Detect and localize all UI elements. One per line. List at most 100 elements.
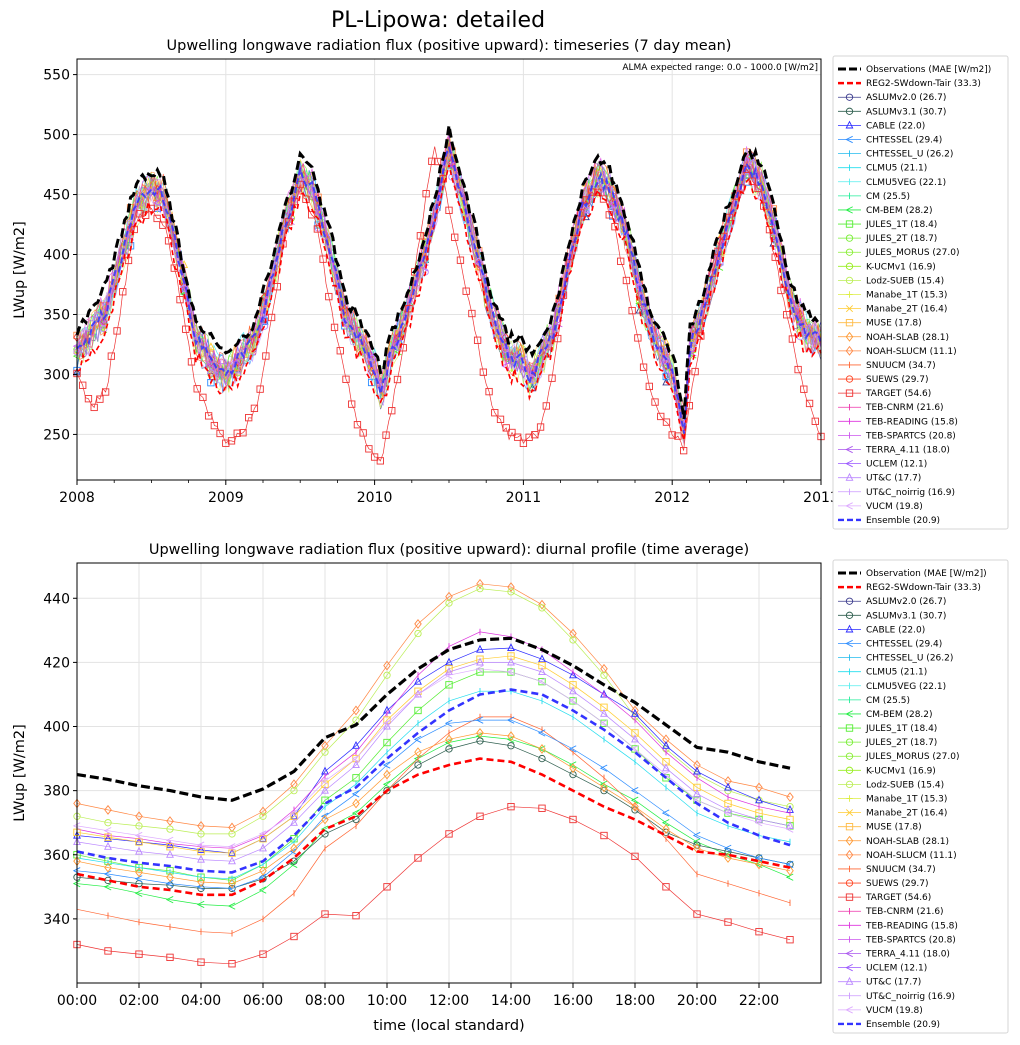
legend-entry: JULES_1T (18.4): [865, 724, 937, 734]
diurnal-series-line: [76, 583, 791, 828]
diurnal-series-marker: [444, 738, 453, 747]
diurnal-series-marker: [600, 831, 608, 840]
diurnal-series-marker: [135, 838, 143, 846]
timeseries-target-marker: [519, 439, 528, 447]
diurnal-series-marker: [786, 792, 794, 802]
legend-frame: [832, 559, 1009, 1034]
legend-marker: [845, 823, 854, 831]
timeseries-target-marker: [222, 439, 230, 447]
legend-frame: [832, 55, 1009, 530]
timeseries-target-marker: [336, 347, 344, 355]
diurnal-series-marker: [506, 716, 515, 724]
legend-entry: NOAH-SLUCM (11.1): [866, 851, 957, 861]
timeseries-target-marker: [422, 190, 430, 198]
timeseries-target-marker: [405, 305, 413, 313]
legend-marker: [845, 331, 854, 342]
legend-entry: CM-BEM (28.2): [866, 710, 933, 720]
diurnal-series-marker: [289, 809, 298, 817]
legend-entry: JULES_MORUS (27.0): [865, 248, 959, 258]
diurnal-series-marker: [693, 766, 701, 775]
timeseries-model-line: [76, 152, 822, 424]
timeseries-target-marker: [348, 400, 356, 408]
timeseries-target-marker: [451, 233, 459, 241]
timeseries-target-marker: [216, 429, 224, 438]
timeseries-ytick-label: 250: [43, 427, 70, 443]
legend-marker: [845, 893, 854, 901]
legend-entry: ASLUMv2.0 (26.7): [866, 597, 946, 607]
diurnal-series-marker: [538, 744, 546, 754]
legend-entry: Lodz-SUEB (15.4): [866, 276, 944, 286]
diurnal-series-marker: [445, 745, 453, 753]
diurnal-series-marker: [259, 812, 267, 820]
diurnal-series-marker: [538, 654, 546, 663]
timeseries-target-marker: [525, 433, 533, 441]
legend-marker: [845, 710, 853, 718]
diurnal-series-line: [76, 655, 791, 854]
diurnal-series-marker: [166, 840, 174, 849]
diurnal-series-marker: [259, 806, 267, 817]
timeseries-ytick-label: 550: [43, 68, 70, 84]
timeseries-target-marker: [634, 334, 642, 342]
legend-entry: UT&C_noirrig (16.9): [866, 992, 955, 1002]
timeseries-target-marker: [96, 395, 104, 403]
timeseries-model-line: [76, 139, 822, 419]
legend-entry: CHTESSEL (29.4): [866, 640, 942, 650]
timeseries-target-marker: [433, 157, 442, 166]
diurnal-series-marker: [104, 862, 112, 873]
diurnal-series-marker: [507, 803, 515, 811]
legend-marker: [845, 849, 854, 860]
timeseries-target-marker: [783, 311, 791, 319]
legend-entry: VUCM (19.8): [866, 502, 923, 512]
legend-marker: [845, 248, 854, 256]
diurnal-series-marker: [661, 819, 670, 827]
timeseries-target-marker: [479, 368, 487, 376]
timeseries-target-marker: [256, 385, 264, 393]
diurnal-series-marker: [352, 760, 360, 769]
diurnal-series-marker: [414, 706, 422, 715]
diurnal-series-marker: [724, 782, 732, 791]
diurnal-series-marker: [599, 719, 608, 727]
timeseries-target-line: [76, 146, 822, 462]
legend-marker: [846, 291, 853, 298]
diurnal-series-marker: [197, 830, 205, 838]
diurnal-series-marker: [382, 780, 391, 788]
diurnal-series-line: [76, 668, 791, 848]
legend-entry: CLMU5 (21.1): [866, 164, 927, 174]
legend-entry: SNUUCM (34.7): [866, 865, 936, 875]
diurnal-series-marker: [693, 789, 701, 797]
timeseries-model-line: [76, 147, 822, 432]
timeseries-target-marker: [428, 157, 436, 165]
diurnal-xtick-label: 12:00: [429, 993, 469, 1009]
legend-entry: Observation (MAE [W/m2]): [866, 569, 987, 579]
diurnal-series-marker: [290, 817, 298, 826]
timeseries-xtick-label: 2012: [654, 490, 690, 506]
timeseries-model-marker: [475, 257, 483, 266]
legend-entry: JULES_2T (18.7): [865, 234, 937, 244]
legend-marker: [845, 472, 854, 481]
timeseries-xtick-label: 2009: [208, 490, 244, 506]
diurnal-series-marker: [104, 804, 112, 815]
legend-marker: [845, 879, 854, 887]
legend-marker: [845, 375, 854, 383]
diurnal-xtick-label: 08:00: [305, 993, 345, 1009]
legend-entry: JULES_MORUS (27.0): [865, 752, 959, 762]
legend-marker: [845, 835, 854, 846]
diurnal-series-marker: [724, 918, 732, 926]
timeseries-target-marker: [508, 428, 516, 437]
timeseries-ytick-label: 450: [43, 188, 70, 204]
timeseries-target-marker: [359, 429, 367, 437]
timeseries-target-marker: [79, 381, 87, 389]
timeseries-target-marker: [176, 295, 184, 304]
legend-entry: K-UCMv1 (16.9): [866, 766, 936, 776]
diurnal-series-marker: [166, 816, 174, 827]
legend-entry: NOAH-SLAB (28.1): [866, 837, 949, 847]
diurnal-series-marker: [538, 599, 546, 610]
diurnal-series-marker: [724, 776, 732, 786]
timeseries-target-marker: [496, 415, 505, 423]
timeseries-target-marker: [742, 165, 751, 173]
legend-entry: TARGET (54.6): [865, 389, 931, 399]
diurnal-series-marker: [786, 821, 794, 829]
diurnal-series-marker: [537, 678, 546, 686]
timeseries-target-marker: [267, 313, 276, 322]
legend-entry: UCLEM (12.1): [866, 460, 927, 470]
